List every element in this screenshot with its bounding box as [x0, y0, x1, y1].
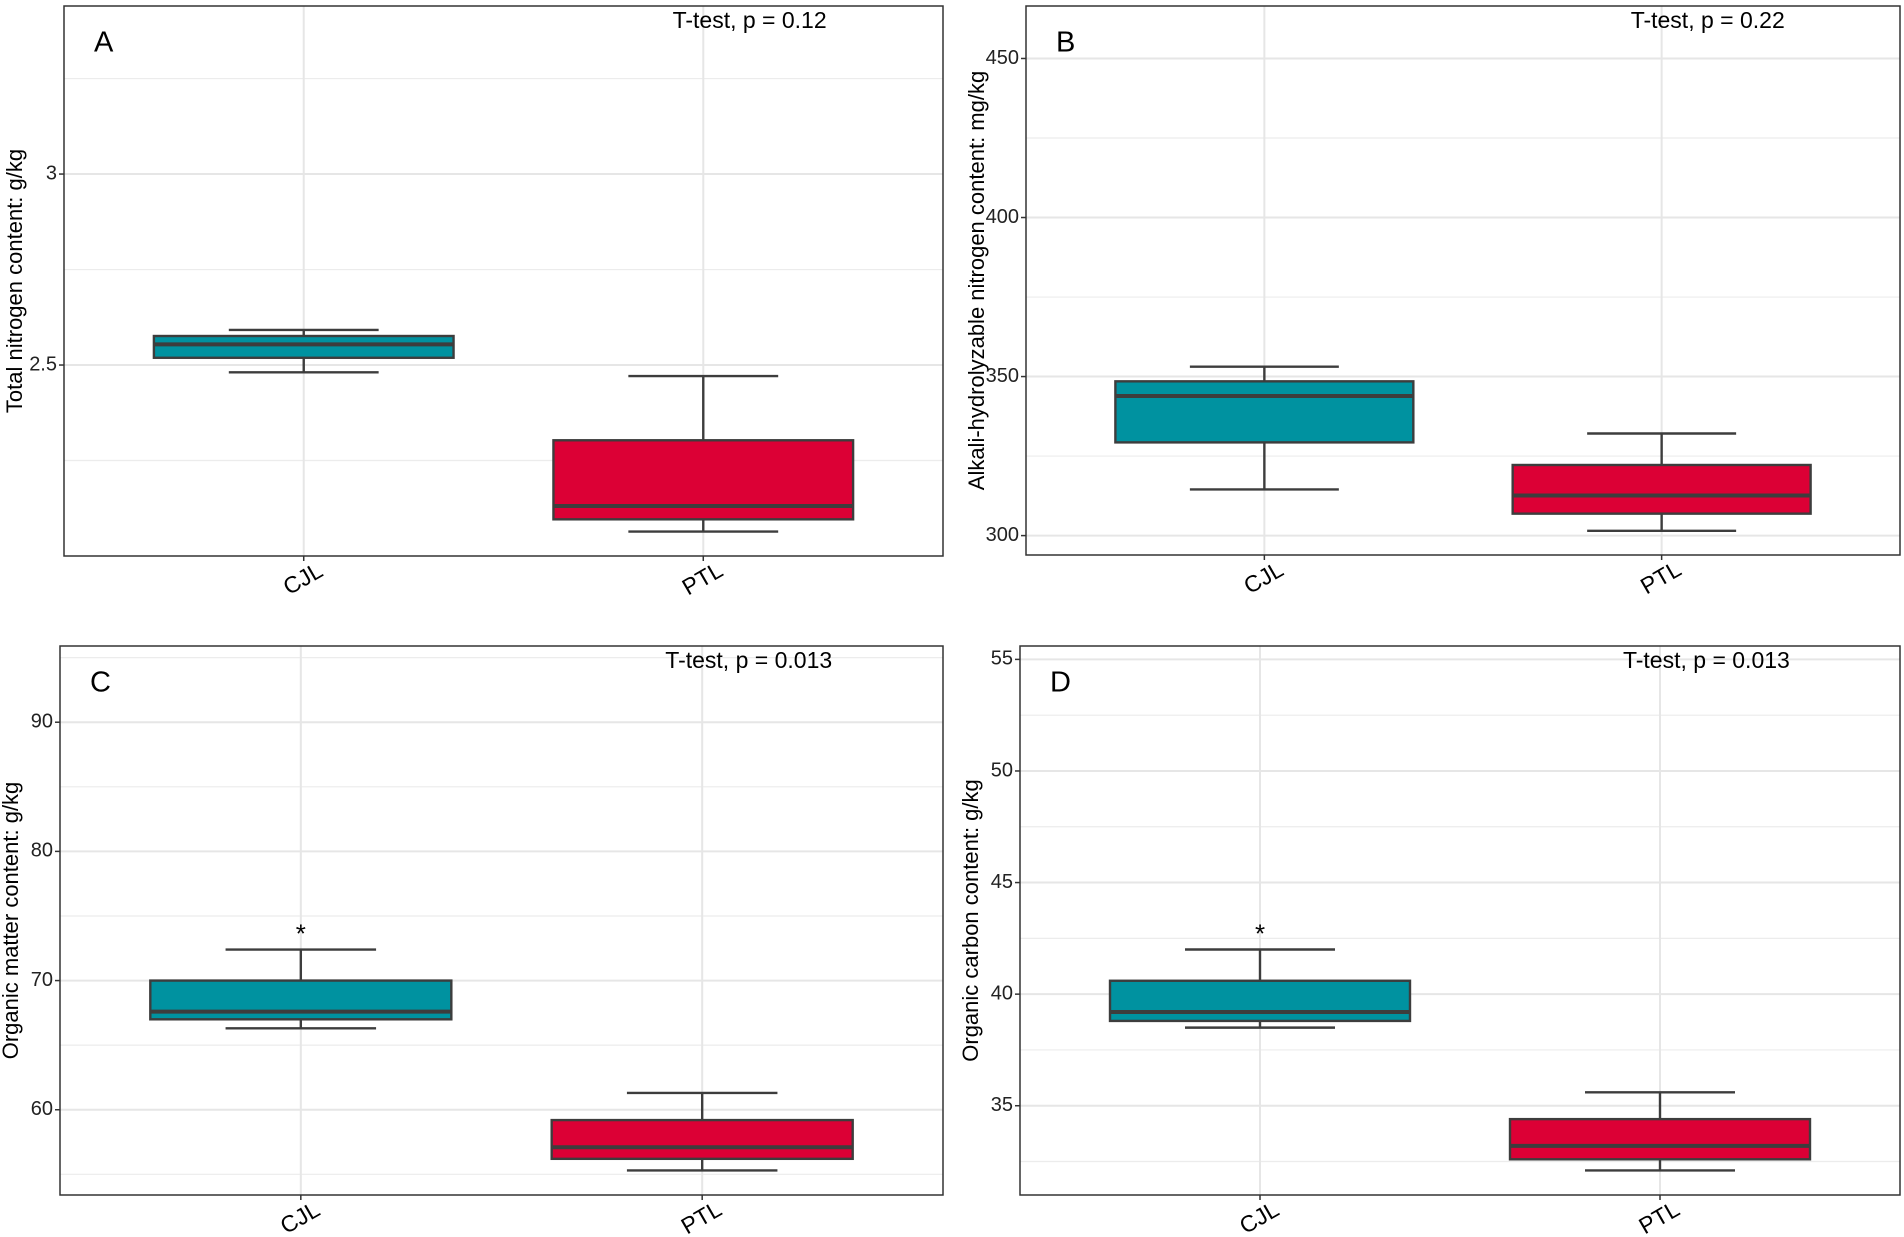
x-tick-label: PTL	[1634, 1195, 1684, 1237]
plot-frame	[63, 5, 944, 557]
panel-label: A	[94, 27, 114, 59]
annotation: T-test, p = 0.22	[1631, 7, 1785, 33]
y-axis-title: Total nitrogen content: g/kg	[2, 149, 27, 413]
plot-frame	[59, 645, 944, 1196]
y-tick-label: 400	[986, 206, 1019, 228]
box	[1108, 979, 1412, 1023]
box	[1511, 463, 1812, 515]
y-axis-title: Organic carbon content: g/kg	[958, 779, 983, 1062]
y-tick-label: 55	[991, 648, 1013, 670]
significance-mark: *	[1255, 918, 1265, 948]
y-tick-label: 70	[31, 969, 53, 991]
plot-frame	[1019, 645, 1901, 1196]
x-tick-label: CJL	[276, 1196, 325, 1237]
plot-frame	[1025, 5, 1901, 556]
annotation: T-test, p = 0.013	[1623, 647, 1790, 673]
y-tick-label: 80	[31, 840, 53, 862]
x-tick-label: CJL	[1239, 556, 1288, 599]
x-tick-label: CJL	[1235, 1196, 1284, 1237]
panel-label: C	[90, 667, 111, 699]
y-axis-title: Organic matter content: g/kg	[0, 782, 23, 1060]
annotation: T-test, p = 0.013	[665, 647, 832, 673]
y-tick-label: 3	[46, 162, 57, 184]
y-tick-label: 45	[991, 871, 1013, 893]
y-tick-label: 90	[31, 710, 53, 732]
y-tick-label: 350	[986, 365, 1019, 387]
box	[1114, 380, 1415, 444]
box	[152, 334, 455, 359]
x-tick-label: PTL	[1636, 555, 1686, 599]
annotation: T-test, p = 0.12	[673, 7, 827, 33]
panel-label: B	[1056, 27, 1075, 59]
y-tick-label: 35	[991, 1094, 1013, 1116]
y-tick-label: 60	[31, 1098, 53, 1120]
x-tick-label: CJL	[279, 557, 328, 600]
y-tick-label: 40	[991, 982, 1013, 1004]
significance-mark: *	[296, 918, 306, 948]
box	[550, 1118, 854, 1161]
y-tick-label: 300	[986, 524, 1019, 546]
y-tick-label: 50	[991, 759, 1013, 781]
x-tick-label: PTL	[678, 556, 728, 600]
y-tick-label: 450	[986, 47, 1019, 69]
y-tick-label: 2.5	[29, 353, 57, 375]
box	[1508, 1117, 1812, 1161]
y-axis-title: Alkali-hydrolyzable nitrogen content: mg…	[964, 71, 989, 490]
panel-label: D	[1050, 667, 1071, 699]
x-tick-label: PTL	[676, 1195, 726, 1237]
